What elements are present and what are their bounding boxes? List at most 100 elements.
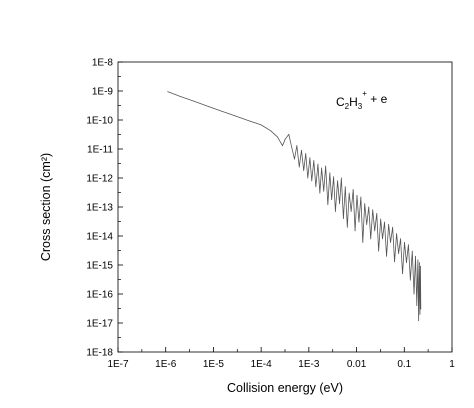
y-tick-label: 1E-10 [86,116,113,127]
x-tick-label: 1E-4 [251,359,273,370]
y-tick-label: 1E-11 [87,145,113,156]
plot-area [117,61,453,353]
data-point [317,163,319,165]
data-point [288,133,290,135]
data-point [250,120,251,122]
y-tick-label: 1E-17 [86,319,113,330]
data-point [346,226,348,228]
data-point [309,157,311,159]
data-point [344,186,346,188]
data-point [396,233,397,235]
series-line [167,91,422,322]
data-point [354,230,356,232]
data-point [348,192,350,194]
data-point [372,209,374,211]
data-point [260,124,262,126]
data-point [270,130,272,132]
data-point [418,320,420,322]
y-axis: 1E-8 1E-9 1E-10 1E-11 1E-12 1E-13 1E-14 1E-15 1E… [86,58,123,359]
data-point [277,136,278,138]
data-point [364,203,366,205]
data-point [402,273,403,275]
species-annotation: C2H3 + + e [336,89,388,111]
data-point [329,172,331,174]
data-point [419,313,421,315]
x-tick-label: 1E-7 [107,359,129,370]
data-point [420,265,421,267]
data-point [380,218,382,220]
data-point [388,224,390,225]
x-tick-label: 1E-6 [155,359,177,370]
data-point [327,204,329,206]
data-point [409,279,411,281]
x-axis-label: Collision energy (eV) [227,381,343,395]
annotation-part: C [336,95,345,109]
data-point [390,242,391,243]
series-layer [167,91,422,322]
data-point [352,189,354,190]
x-tick-label: 1E-3 [298,359,320,370]
data-point [360,196,362,198]
data-point [406,262,407,264]
data-point [417,259,419,261]
data-point [331,199,333,201]
data-point [321,167,323,169]
annotation-part: + e [367,92,388,106]
x-tick-label: 0.1 [397,359,411,370]
plot-frame [117,61,453,353]
y-tick-label: 1E-9 [92,87,114,98]
data-point [362,242,364,243]
data-point [307,177,309,179]
data-point [301,149,302,151]
data-point [303,170,305,172]
data-point [350,211,352,212]
data-point [323,190,325,192]
data-point [416,305,418,306]
data-point [167,91,169,93]
data-point [366,224,368,225]
data-point [208,106,210,107]
data-point [319,192,321,194]
x-tick-label: 0.01 [347,359,367,370]
data-point [194,100,195,102]
data-point [400,238,401,240]
data-point [284,138,286,140]
data-point [282,145,283,147]
data-point [221,110,223,112]
data-point [179,96,181,97]
x-tick-label: 1E-5 [203,359,225,370]
y-tick-label: 1E-12 [86,174,113,185]
data-point [420,308,422,310]
data-point [339,203,340,205]
data-point [394,261,395,263]
data-point [325,165,327,167]
annotation-part: 2 [345,102,350,111]
data-point [408,244,409,246]
data-point [335,211,336,212]
data-point [411,250,413,252]
data-point [384,221,385,223]
data-point [315,186,317,188]
data-point [311,180,313,182]
y-tick-label: 1E-14 [86,232,113,243]
x-tick-label: 1 [449,359,455,370]
x-axis: 1E-7 1E-6 1E-5 1E-4 1E-3 0.01 0.1 1 [107,347,455,370]
data-point [296,145,298,147]
data-point [340,177,342,179]
annotation-part: H [349,95,358,109]
data-point [294,158,295,160]
data-point [392,226,394,228]
data-point [298,166,300,168]
data-point [376,213,378,214]
data-point [378,250,380,252]
data-point [398,253,399,254]
data-point [413,293,415,295]
y-tick-label: 1E-18 [86,348,113,359]
y-tick-label: 1E-13 [86,203,113,214]
data-point [337,180,338,182]
y-axis-label: Cross section (cm²) [39,153,53,261]
y-tick-label: 1E-8 [92,58,114,69]
data-point [291,147,293,149]
data-point [358,221,360,223]
